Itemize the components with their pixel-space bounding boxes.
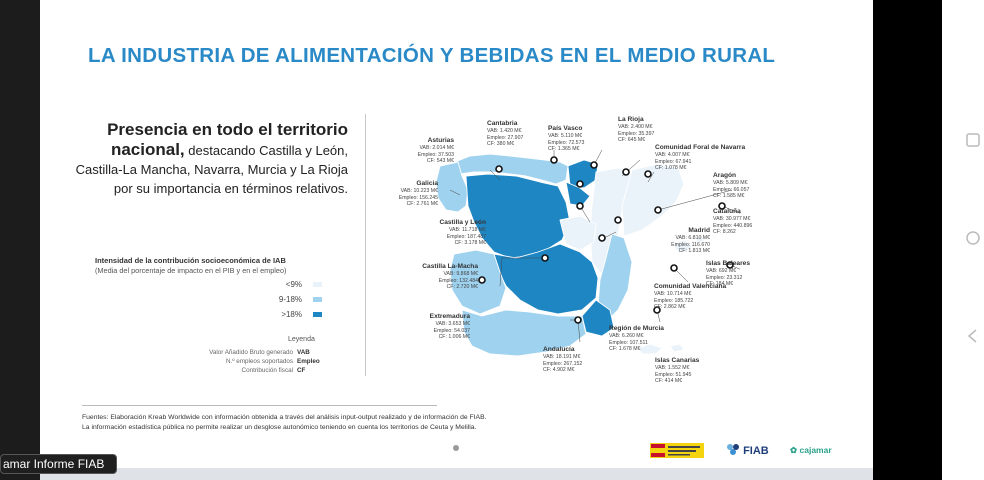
legend-swatch [313, 282, 322, 287]
region-label-valenciana: Comunidad Valenciana VAB: 10.714 M€ Empleo… [654, 283, 727, 311]
marker-asturias [495, 165, 503, 173]
region-label-cantabria: Cantabria VAB: 1.420 M€ Empleo: 27.907 CF: … [487, 120, 524, 148]
left-backdrop [0, 0, 40, 480]
marker-baleares [726, 261, 734, 269]
cajamar-mark-icon: ✿ [790, 445, 798, 455]
divider [365, 114, 366, 376]
spain-map [435, 149, 740, 357]
region-label-extremadura: Extremadura VAB: 3.653 M€ Empleo: 54.037 CF… [429, 313, 470, 341]
marker-madrid [598, 234, 606, 242]
region-label-andalucia: Andalucía VAB: 18.191 M€ Empleo: 267.152 CF… [543, 346, 583, 374]
legend-item-label: >18% [281, 310, 302, 319]
marker-pais-vasco [590, 161, 598, 169]
legend-key-vab: Valor Añadido Bruto generado VAB [209, 349, 310, 356]
region-label-cataluna: Cataluña VAB: 30.977 M€ Empleo: 440.896 CF:… [713, 208, 753, 236]
legend-subtitle: (Media del porcentaje de impacto en el P… [95, 266, 287, 275]
right-black-bar [873, 0, 942, 480]
marker-madrid-center [614, 216, 622, 224]
legend-title: Intensidad de la contribución socioeconó… [95, 256, 286, 265]
region-label-asturias: Asturias VAB: 2.014 M€ Empleo: 37.503 CF: 5… [417, 137, 454, 165]
region-label-baleares: Islas Baleares VAB: 692 M€ Empleo: 23.312 C… [706, 260, 750, 288]
marker-navarra [644, 170, 652, 178]
back-icon[interactable] [965, 328, 981, 344]
legend-swatch [313, 297, 322, 302]
region-label-madrid: Madrid VAB: 6.810 M€ Empleo: 116.670 CF: 1.… [671, 227, 710, 255]
marker-murcia [653, 306, 661, 314]
fiab-mark-icon [727, 444, 739, 455]
device-navigation-bar [942, 0, 984, 480]
legend-key-cf: Contribución fiscal CF [241, 367, 306, 374]
marker-burgos [576, 180, 584, 188]
marker-la-rioja [622, 168, 630, 176]
marker-castilla-mancha [541, 254, 549, 262]
region-label-aragon: Aragón VAB: 5.809 M€ Empleo: 66.057 CF: 1.5… [713, 172, 750, 200]
region-label-pais-vasco: País Vasco VAB: 5.110 M€ Empleo: 72.573 CF:… [548, 125, 585, 153]
region-label-navarra: Comunidad Foral de Navarra VAB: 4.007 M€ E… [655, 144, 746, 172]
intro-bold: Presencia en todo el territorio nacional… [107, 120, 348, 159]
region-label-galicia: Galicia VAB: 10.223 M€ Empleo: 156.245 CF: … [398, 180, 438, 208]
legend-swatch [313, 312, 322, 317]
footer-divider [82, 405, 437, 406]
region-markers [478, 156, 734, 324]
marker-cantabria [550, 156, 558, 164]
region-label-canarias: Islas Canarias VAB: 1.552 M€ Empleo: 51.94… [655, 357, 700, 385]
home-icon[interactable] [965, 230, 981, 246]
leyenda-label: Leyenda [288, 336, 315, 343]
marker-extremadura [478, 276, 486, 284]
legend-key-empleo: N.º empleos soportados Empleo [225, 358, 320, 365]
cajamar-logo: ✿ cajamar [790, 445, 832, 455]
region-label-la-rioja: La Rioja VAB: 2.400 M€ Empleo: 35.397 CF: 6… [618, 116, 655, 144]
viewer-bottom-strip [40, 468, 873, 480]
page-indicator[interactable] [453, 445, 459, 451]
sources-note: Fuentes: Elaboración Kreab Worldwide con… [82, 414, 487, 431]
gobierno-logo [650, 443, 704, 458]
video-caption: amar Informe FIAB [0, 454, 117, 474]
presentation-slide: LA INDUSTRIA DE ALIMENTACIÓN Y BEBIDAS E… [40, 0, 873, 468]
marker-castilla-leon [576, 202, 584, 210]
fiab-logo: FIAB [726, 443, 769, 457]
region-label-castilla-mancha: Castilla La-Macha VAB: 9.868 M€ Empleo: 13… [422, 263, 478, 291]
region-label-castilla-leon: Castilla y León VAB: 11.718 M€ Empleo: 187… [439, 219, 486, 247]
recent-apps-icon[interactable] [965, 132, 981, 148]
legend-item-label: 9-18% [278, 295, 302, 304]
legend-item-label: <9% [285, 280, 302, 289]
marker-aragon [654, 206, 662, 214]
marker-andalucia [574, 316, 582, 324]
marker-cataluna [718, 202, 726, 210]
intro-rest: destacando Castilla y León, Castilla-La … [75, 143, 348, 196]
intro-text: Presencia en todo el territorio nacional… [68, 120, 348, 198]
marker-valenciana [670, 264, 678, 272]
region-label-murcia: Región de Murcia VAB: 6.260 M€ Empleo: 107… [609, 325, 664, 353]
slide-title: LA INDUSTRIA DE ALIMENTACIÓN Y BEBIDAS E… [88, 44, 776, 67]
